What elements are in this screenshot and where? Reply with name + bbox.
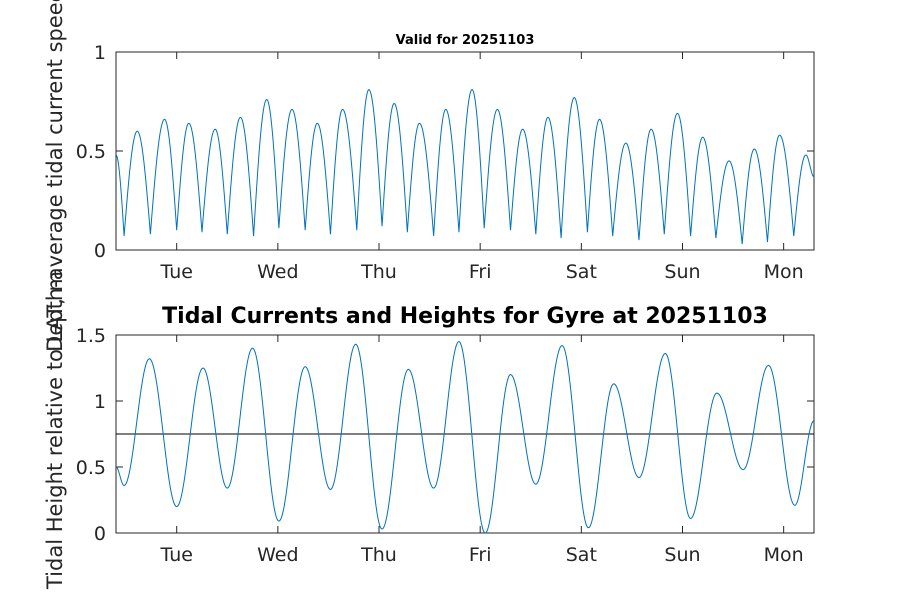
x-tick-label: Tue <box>159 261 192 283</box>
x-tick-label: Wed <box>257 261 298 283</box>
x-tick-label: Tue <box>159 544 192 566</box>
x-tick-label: Thu <box>360 261 397 283</box>
x-tick-label: Sat <box>566 544 597 566</box>
x-tick-label: Thu <box>360 544 397 566</box>
tidal-height-panel: Tidal Currents and Heights for Gyre at 2… <box>43 271 815 590</box>
current-speed-series <box>115 89 815 245</box>
x-tick-label: Mon <box>764 544 804 566</box>
x-tick-label: Fri <box>469 261 492 283</box>
current-plot-area <box>115 51 815 251</box>
height-chart-title: Tidal Currents and Heights for Gyre at 2… <box>162 304 768 329</box>
current-speed-panel: Valid for 20251103 0 0.5 1 Tue Wed Thu Fri Sat… <box>43 0 815 352</box>
x-tick-label: Sat <box>566 261 597 283</box>
x-tick-label: Fri <box>469 544 492 566</box>
tidal-height-series <box>115 341 815 534</box>
y-tick-label: 1 <box>94 42 106 64</box>
x-tick-label: Sun <box>664 261 700 283</box>
x-tick-label: Sun <box>664 544 700 566</box>
y-tick-label: 1.5 <box>76 325 106 347</box>
current-y-axis-label: Depth-average tidal current speed, kn <box>43 0 67 352</box>
y-tick-label: 0.5 <box>76 457 106 479</box>
y-tick-label: 0 <box>94 523 106 545</box>
x-tick-label: Wed <box>257 544 298 566</box>
current-chart-title: Valid for 20251103 <box>396 33 535 48</box>
y-tick-label: 0.5 <box>76 141 106 163</box>
y-tick-label: 1 <box>94 391 106 413</box>
y-tick-label: 0 <box>94 240 106 262</box>
height-y-axis-label: Tidal Height relative to LAT, m <box>43 271 67 590</box>
x-tick-label: Mon <box>764 261 804 283</box>
